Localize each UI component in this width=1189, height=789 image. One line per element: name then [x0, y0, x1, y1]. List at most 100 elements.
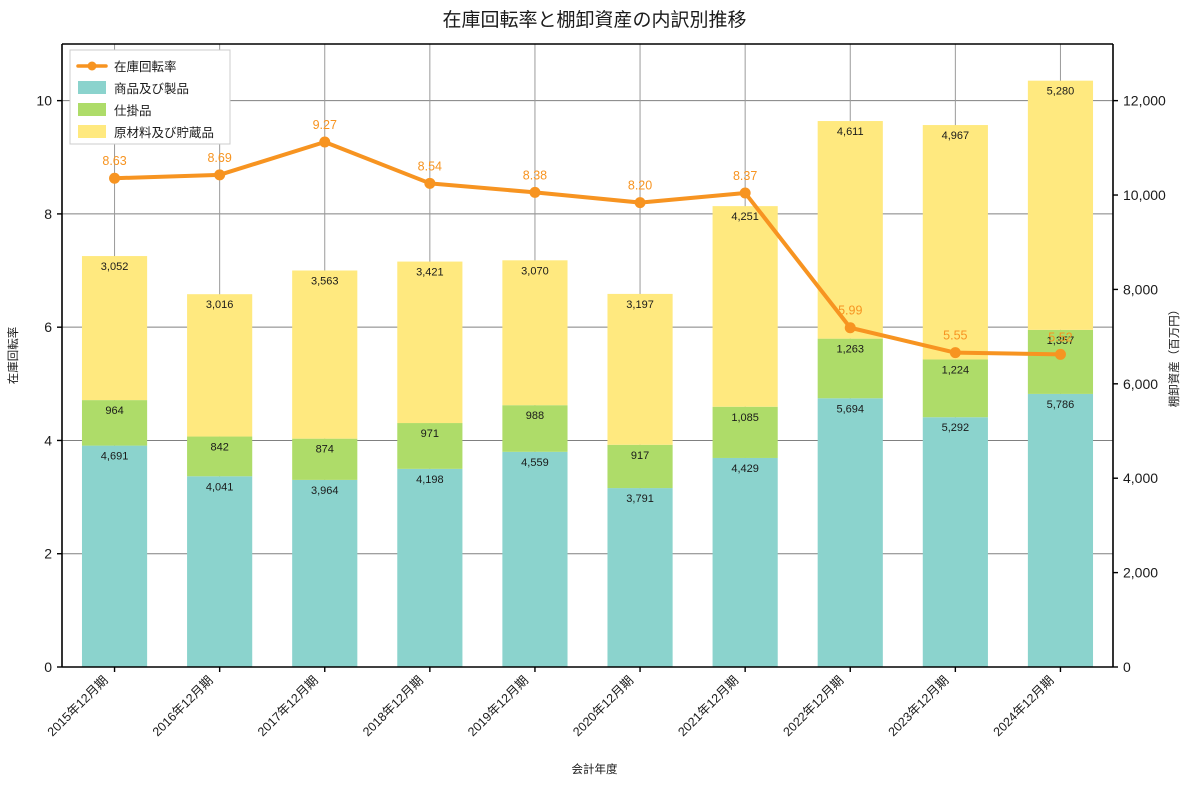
y2-tick-label: 2,000 [1123, 565, 1158, 581]
bar-segment [607, 293, 673, 445]
legend-swatch [78, 81, 106, 94]
y2-axis-label: 棚卸資産（百万円） [1167, 304, 1181, 408]
x-tick-label: 2020年12月期 [570, 673, 636, 739]
legend-item[interactable]: 商品及び製品 [78, 81, 189, 96]
line-value-label: 5.52 [1048, 330, 1072, 344]
bar-segment [81, 256, 148, 401]
bar-segment [187, 294, 253, 437]
y-tick-label: 4 [44, 432, 52, 448]
y-axis-ticks: 0 2 4 6 8 10 [36, 93, 62, 675]
line-value-label: 8.54 [418, 159, 442, 173]
y2-tick-label: 6,000 [1123, 376, 1158, 392]
bar-value-label: 4,198 [416, 474, 444, 486]
x-axis-ticks: 2015年12月期 2016年12月期 2017年12月期 2018年12月期 2019… [45, 667, 1062, 739]
bar-value-label: 3,563 [311, 275, 339, 287]
y2-tick-label: 8,000 [1123, 281, 1158, 297]
x-tick-label: 2018年12月期 [360, 673, 426, 739]
line-marker [949, 347, 961, 359]
line-value-label: 8.37 [733, 169, 757, 183]
bar-segment [502, 260, 568, 406]
x-tick-label: 2023年12月期 [886, 673, 952, 739]
bar-value-label: 5,280 [1047, 86, 1075, 98]
bar-value-label: 1,263 [836, 344, 864, 356]
line-marker [319, 136, 331, 148]
bar-value-label: 4,611 [837, 126, 864, 138]
bar-value-label: 3,421 [416, 267, 444, 279]
x-tick-label: 2019年12月期 [465, 673, 531, 739]
bar-value-label: 3,016 [206, 299, 234, 311]
bar-value-label: 1,357 [1047, 335, 1075, 347]
bar-value-label: 1,085 [731, 412, 759, 424]
bar-value-label: 917 [631, 450, 649, 462]
x-tick-label: 2016年12月期 [150, 673, 216, 739]
bar-value-label: 4,429 [731, 463, 759, 475]
x-tick-label: 2017年12月期 [255, 673, 321, 739]
bar-value-label: 4,691 [101, 451, 129, 463]
y2-axis-ticks: 0 2,000 4,000 6,000 8,000 10,000 12,000 [1113, 93, 1166, 675]
bar-value-label: 4,041 [206, 481, 234, 493]
turnover-line [112, 139, 1063, 357]
bar-value-label: 3,791 [626, 493, 654, 505]
bar-value-label: 1,224 [942, 364, 970, 376]
legend-item-label: 原材料及び貯蔵品 [114, 126, 214, 140]
bar-value-label: 964 [105, 405, 123, 417]
bar-value-label: 988 [526, 410, 544, 422]
bar-value-label: 5,292 [942, 422, 970, 434]
line-value-label: 9.27 [313, 118, 337, 132]
bar-segment [712, 406, 778, 458]
bar-segment [292, 479, 358, 667]
legend-item[interactable]: 在庫回転率 [76, 59, 177, 74]
line-marker [424, 177, 436, 189]
chart-title: 在庫回転率と棚卸資産の内訳別推移 [442, 9, 746, 31]
line-value-label: 5.99 [838, 304, 862, 318]
legend-item-label: 仕掛品 [114, 103, 152, 118]
y-tick-label: 10 [36, 93, 52, 109]
y-tick-label: 6 [44, 319, 52, 335]
bar-segment [397, 468, 463, 667]
bar-value-label: 4,967 [942, 130, 970, 142]
line-marker [634, 197, 646, 209]
y2-tick-label: 12,000 [1123, 93, 1166, 109]
legend-item[interactable]: 原材料及び貯蔵品 [78, 125, 214, 140]
bar-segment [817, 398, 883, 667]
y-tick-label: 0 [44, 659, 52, 675]
y-axis-label: 在庫回転率 [6, 327, 20, 385]
y2-tick-label: 10,000 [1123, 187, 1166, 203]
y-tick-label: 2 [44, 546, 52, 562]
x-tick-label: 2024年12月期 [991, 673, 1057, 739]
bar-segment [607, 488, 673, 667]
legend-swatch [78, 125, 106, 138]
line-marker [529, 186, 541, 198]
bar-segment [1027, 329, 1094, 394]
line-marker [1054, 348, 1066, 360]
line-value-label: 8.63 [102, 154, 126, 168]
bar-segment [292, 438, 358, 480]
x-tick-label: 2021年12月期 [675, 673, 741, 739]
bar-segment [502, 451, 568, 667]
legend-swatch [78, 103, 106, 116]
bar-segment [292, 270, 358, 439]
bar-group [81, 80, 1094, 667]
line-marker [739, 187, 751, 199]
bar-segment [712, 206, 778, 407]
bar-segment [817, 338, 883, 399]
bar-value-label: 3,070 [521, 265, 549, 277]
y-tick-label: 8 [44, 206, 52, 222]
legend-item[interactable]: 仕掛品 [78, 103, 152, 118]
bar-value-label: 3,197 [626, 299, 654, 311]
bar-segment [81, 400, 148, 446]
bar-segment [397, 423, 463, 469]
line-marker [844, 322, 856, 334]
bar-segment [397, 261, 463, 424]
bar-value-label: 874 [316, 444, 334, 456]
bar-segment [1027, 393, 1094, 667]
bar-label-group: 4,691 964 3,052 4,041 842 3,016 3,964 874 3,563 4… [101, 86, 1074, 505]
x-tick-label: 2015年12月期 [45, 673, 111, 739]
legend-item-label: 商品及び製品 [114, 81, 189, 96]
line-marker [214, 169, 226, 181]
bar-segment [922, 359, 988, 418]
bar-value-label: 3,052 [101, 261, 129, 273]
